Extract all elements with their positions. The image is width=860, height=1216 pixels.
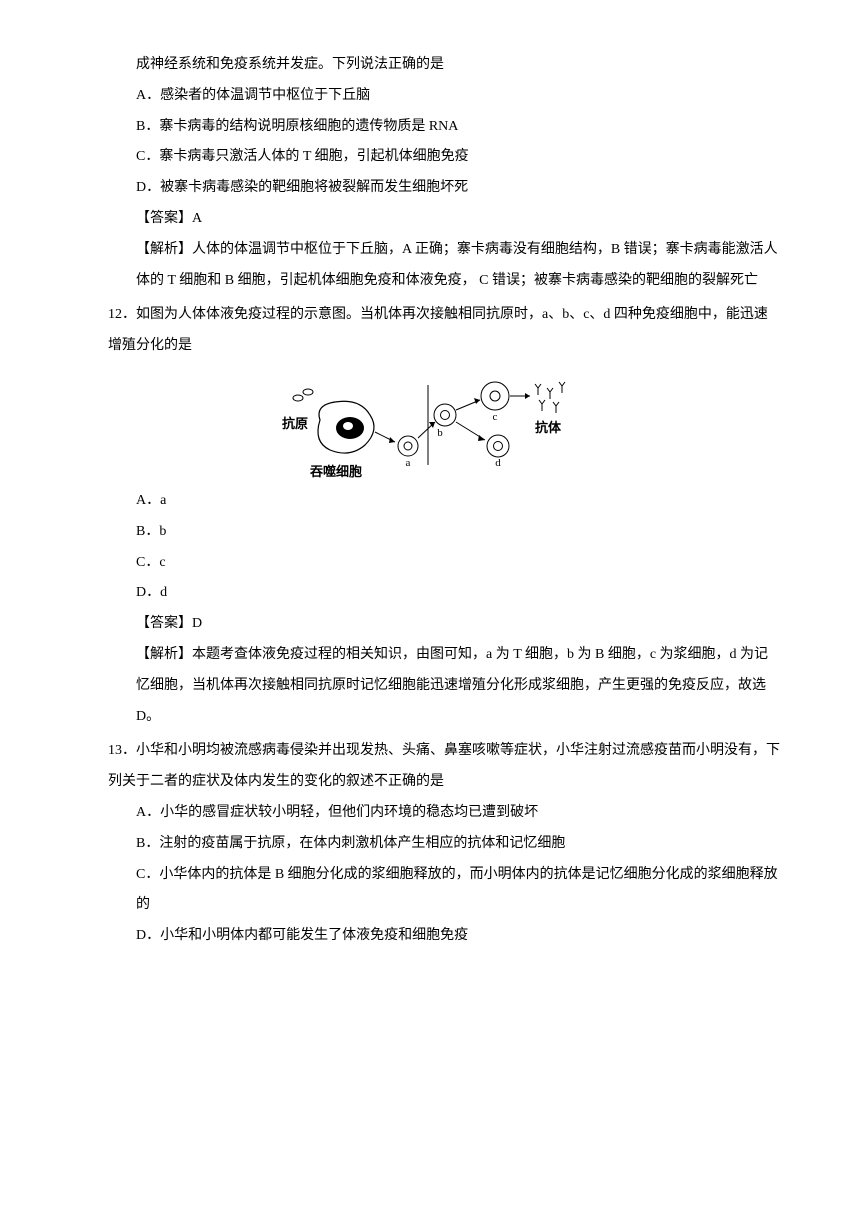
diagram-node-c: c — [493, 411, 498, 423]
q12-stem: 12．如图为人体体液免疫过程的示意图。当机体再次接触相同抗原时，a、b、c、d … — [80, 300, 780, 362]
q12-stem-text: 如图为人体体液免疫过程的示意图。当机体再次接触相同抗原时，a、b、c、d 四种免… — [108, 307, 768, 353]
q13-option-d: D．小华和小明体内都可能发生了体液免疫和细胞免疫 — [80, 921, 780, 952]
q12-explain: 【解析】本题考查体液免疫过程的相关知识，由图可知，a 为 T 细胞，b 为 B … — [80, 640, 780, 732]
q12-answer: 【答案】D — [80, 609, 780, 640]
q13-option-a: A．小华的感冒症状较小明轻，但他们内环境的稳态均已遭到破坏 — [80, 798, 780, 829]
q12-option-c: C．c — [80, 548, 780, 579]
q13-stem-text: 小华和小明均被流感病毒侵染并出现发热、头痛、鼻塞咳嗽等症状，小华注射过流感疫苗而… — [108, 743, 780, 789]
q12-option-a: A．a — [80, 486, 780, 517]
diagram-node-a: a — [406, 457, 411, 469]
q12-number: 12． — [108, 300, 136, 331]
q11-explain: 【解析】人体的体温调节中枢位于下丘脑，A 正确；寨卡病毒没有细胞结构，B 错误；… — [80, 235, 780, 297]
diagram-node-b: b — [437, 427, 443, 439]
q11-option-a: A．感染者的体温调节中枢位于下丘脑 — [80, 81, 780, 112]
q11-answer: 【答案】A — [80, 204, 780, 235]
diagram-label-antigen: 抗原 — [282, 410, 308, 439]
q13-stem: 13．小华和小明均被流感病毒侵染并出现发热、头痛、鼻塞咳嗽等症状，小华注射过流感… — [80, 736, 780, 798]
diagram-node-d: d — [495, 457, 501, 469]
q11-option-c: C．寨卡病毒只激活人体的 T 细胞，引起机体细胞免疫 — [80, 142, 780, 173]
q12-option-d: D．d — [80, 578, 780, 609]
q13-option-b: B．注射的疫苗属于抗原，在体内刺激机体产生相应的抗体和记忆细胞 — [80, 829, 780, 860]
q12-option-b: B．b — [80, 517, 780, 548]
q11-stem-continued: 成神经系统和免疫系统并发症。下列说法正确的是 — [80, 50, 780, 81]
q13-number: 13． — [108, 736, 136, 767]
q11-option-b: B．寨卡病毒的结构说明原核细胞的遗传物质是 RNA — [80, 112, 780, 143]
diagram-label-antibody: 抗体 — [535, 414, 561, 443]
q13-option-c: C．小华体内的抗体是 B 细胞分化成的浆细胞释放的，而小明体内的抗体是记忆细胞分… — [80, 860, 780, 922]
q12-diagram: a b c — [280, 370, 580, 480]
diagram-label-phago: 吞噬细胞 — [310, 458, 362, 487]
q11-option-d: D．被寨卡病毒感染的靶细胞将被裂解而发生细胞坏死 — [80, 173, 780, 204]
